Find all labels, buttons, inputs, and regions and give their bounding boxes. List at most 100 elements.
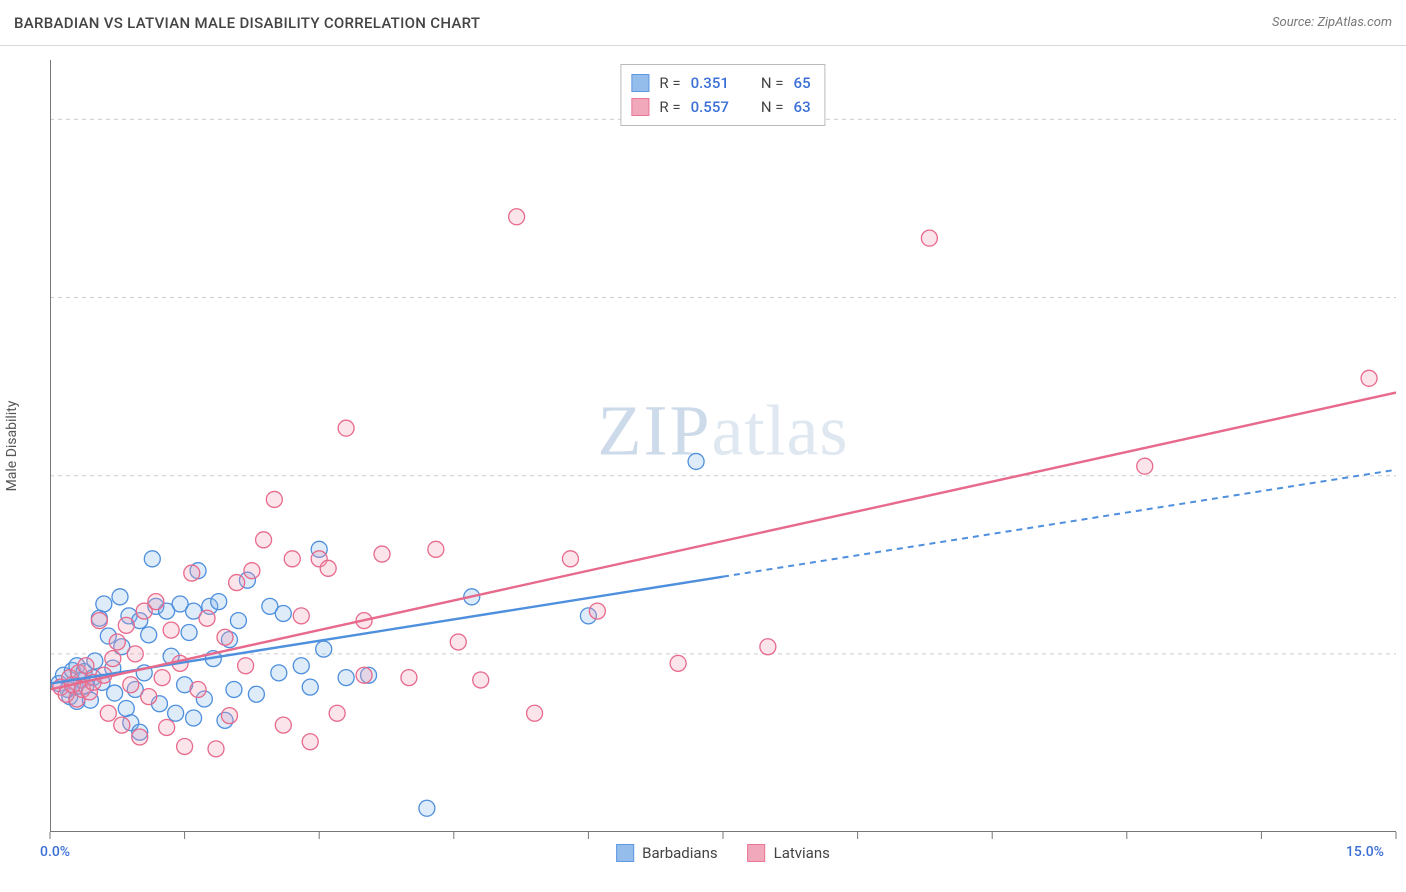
- data-point: [190, 681, 206, 697]
- data-point: [527, 705, 543, 721]
- stats-row-barbadians: R = 0.351 N = 65: [631, 71, 810, 95]
- data-point: [316, 641, 332, 657]
- data-point: [589, 603, 605, 619]
- data-point: [132, 729, 148, 745]
- data-point: [275, 717, 291, 733]
- data-point: [100, 705, 116, 721]
- data-point: [338, 420, 354, 436]
- series-legend: Barbadians Latvians: [616, 844, 830, 862]
- trend-line: [50, 393, 1396, 690]
- data-point: [302, 679, 318, 695]
- source-attribution: Source: ZipAtlas.com: [1272, 15, 1392, 30]
- data-point: [293, 608, 309, 624]
- data-point: [118, 617, 134, 633]
- chart-svg: [50, 60, 1396, 832]
- data-point: [112, 589, 128, 605]
- data-point: [293, 658, 309, 674]
- source-prefix: Source:: [1272, 15, 1317, 30]
- source-name: ZipAtlas.com: [1317, 15, 1392, 30]
- data-point: [123, 677, 139, 693]
- data-point: [91, 613, 107, 629]
- data-point: [177, 738, 193, 754]
- data-point: [181, 624, 197, 640]
- data-point: [688, 453, 704, 469]
- data-point: [374, 546, 390, 562]
- data-point: [302, 734, 318, 750]
- data-point: [105, 651, 121, 667]
- data-point: [107, 685, 123, 701]
- data-point: [329, 705, 345, 721]
- data-point: [271, 665, 287, 681]
- data-point: [154, 670, 170, 686]
- data-point: [208, 741, 224, 757]
- chart-plot-area: ZIPatlas 15.0%30.0%45.0%60.0% Male Disab…: [50, 60, 1396, 832]
- data-point: [1361, 370, 1377, 386]
- data-point: [760, 639, 776, 655]
- series-label-barbadians: Barbadians: [642, 844, 717, 862]
- data-point: [144, 551, 160, 567]
- data-point: [256, 532, 272, 548]
- data-point: [266, 491, 282, 507]
- n-prefix: N =: [761, 71, 784, 95]
- swatch-barbadians-icon: [631, 74, 649, 92]
- swatch-latvians-icon: [748, 844, 766, 862]
- data-point: [141, 627, 157, 643]
- data-point: [401, 670, 417, 686]
- data-point: [320, 560, 336, 576]
- data-point: [338, 670, 354, 686]
- data-point: [127, 646, 143, 662]
- x-axis-max-label: 15.0%: [1346, 844, 1384, 860]
- data-point: [109, 634, 125, 650]
- data-point: [159, 719, 175, 735]
- r-value-barbadians: 0.351: [691, 71, 729, 95]
- data-point: [168, 705, 184, 721]
- data-point: [562, 551, 578, 567]
- data-point: [419, 800, 435, 816]
- r-prefix: R =: [659, 95, 680, 119]
- n-prefix: N =: [761, 95, 784, 119]
- data-point: [118, 700, 134, 716]
- data-point: [78, 658, 94, 674]
- stats-row-latvians: R = 0.557 N = 63: [631, 95, 810, 119]
- stats-legend: R = 0.351 N = 65 R = 0.557 N = 63: [620, 64, 825, 126]
- data-point: [221, 708, 237, 724]
- data-point: [275, 605, 291, 621]
- data-point: [238, 658, 254, 674]
- header-bar: BARBADIAN VS LATVIAN MALE DISABILITY COR…: [0, 0, 1406, 46]
- series-item-latvians: Latvians: [748, 844, 830, 862]
- data-point: [186, 710, 202, 726]
- swatch-latvians-icon: [631, 98, 649, 116]
- data-point: [244, 563, 260, 579]
- data-point: [211, 594, 227, 610]
- series-item-barbadians: Barbadians: [616, 844, 717, 862]
- data-point: [473, 672, 489, 688]
- data-point: [284, 551, 300, 567]
- data-point: [217, 629, 233, 645]
- data-point: [96, 596, 112, 612]
- data-point: [450, 634, 466, 650]
- trend-line-extrapolated: [723, 470, 1396, 577]
- data-point: [1137, 458, 1153, 474]
- data-point: [148, 594, 164, 610]
- data-point: [921, 230, 937, 246]
- data-point: [114, 717, 130, 733]
- series-label-latvians: Latvians: [774, 844, 830, 862]
- n-value-latvians: 63: [794, 95, 811, 119]
- data-point: [163, 622, 179, 638]
- data-point: [141, 689, 157, 705]
- r-value-latvians: 0.557: [691, 95, 729, 119]
- y-axis-label: Male Disability: [4, 401, 20, 492]
- data-point: [248, 686, 264, 702]
- x-axis-min-label: 0.0%: [40, 844, 70, 860]
- data-point: [356, 667, 372, 683]
- r-prefix: R =: [659, 71, 680, 95]
- chart-title: BARBADIAN VS LATVIAN MALE DISABILITY COR…: [14, 14, 480, 32]
- data-point: [670, 655, 686, 671]
- data-point: [199, 610, 215, 626]
- data-point: [229, 575, 245, 591]
- data-point: [428, 541, 444, 557]
- data-point: [226, 681, 242, 697]
- data-point: [509, 209, 525, 225]
- data-point: [184, 565, 200, 581]
- data-point: [230, 613, 246, 629]
